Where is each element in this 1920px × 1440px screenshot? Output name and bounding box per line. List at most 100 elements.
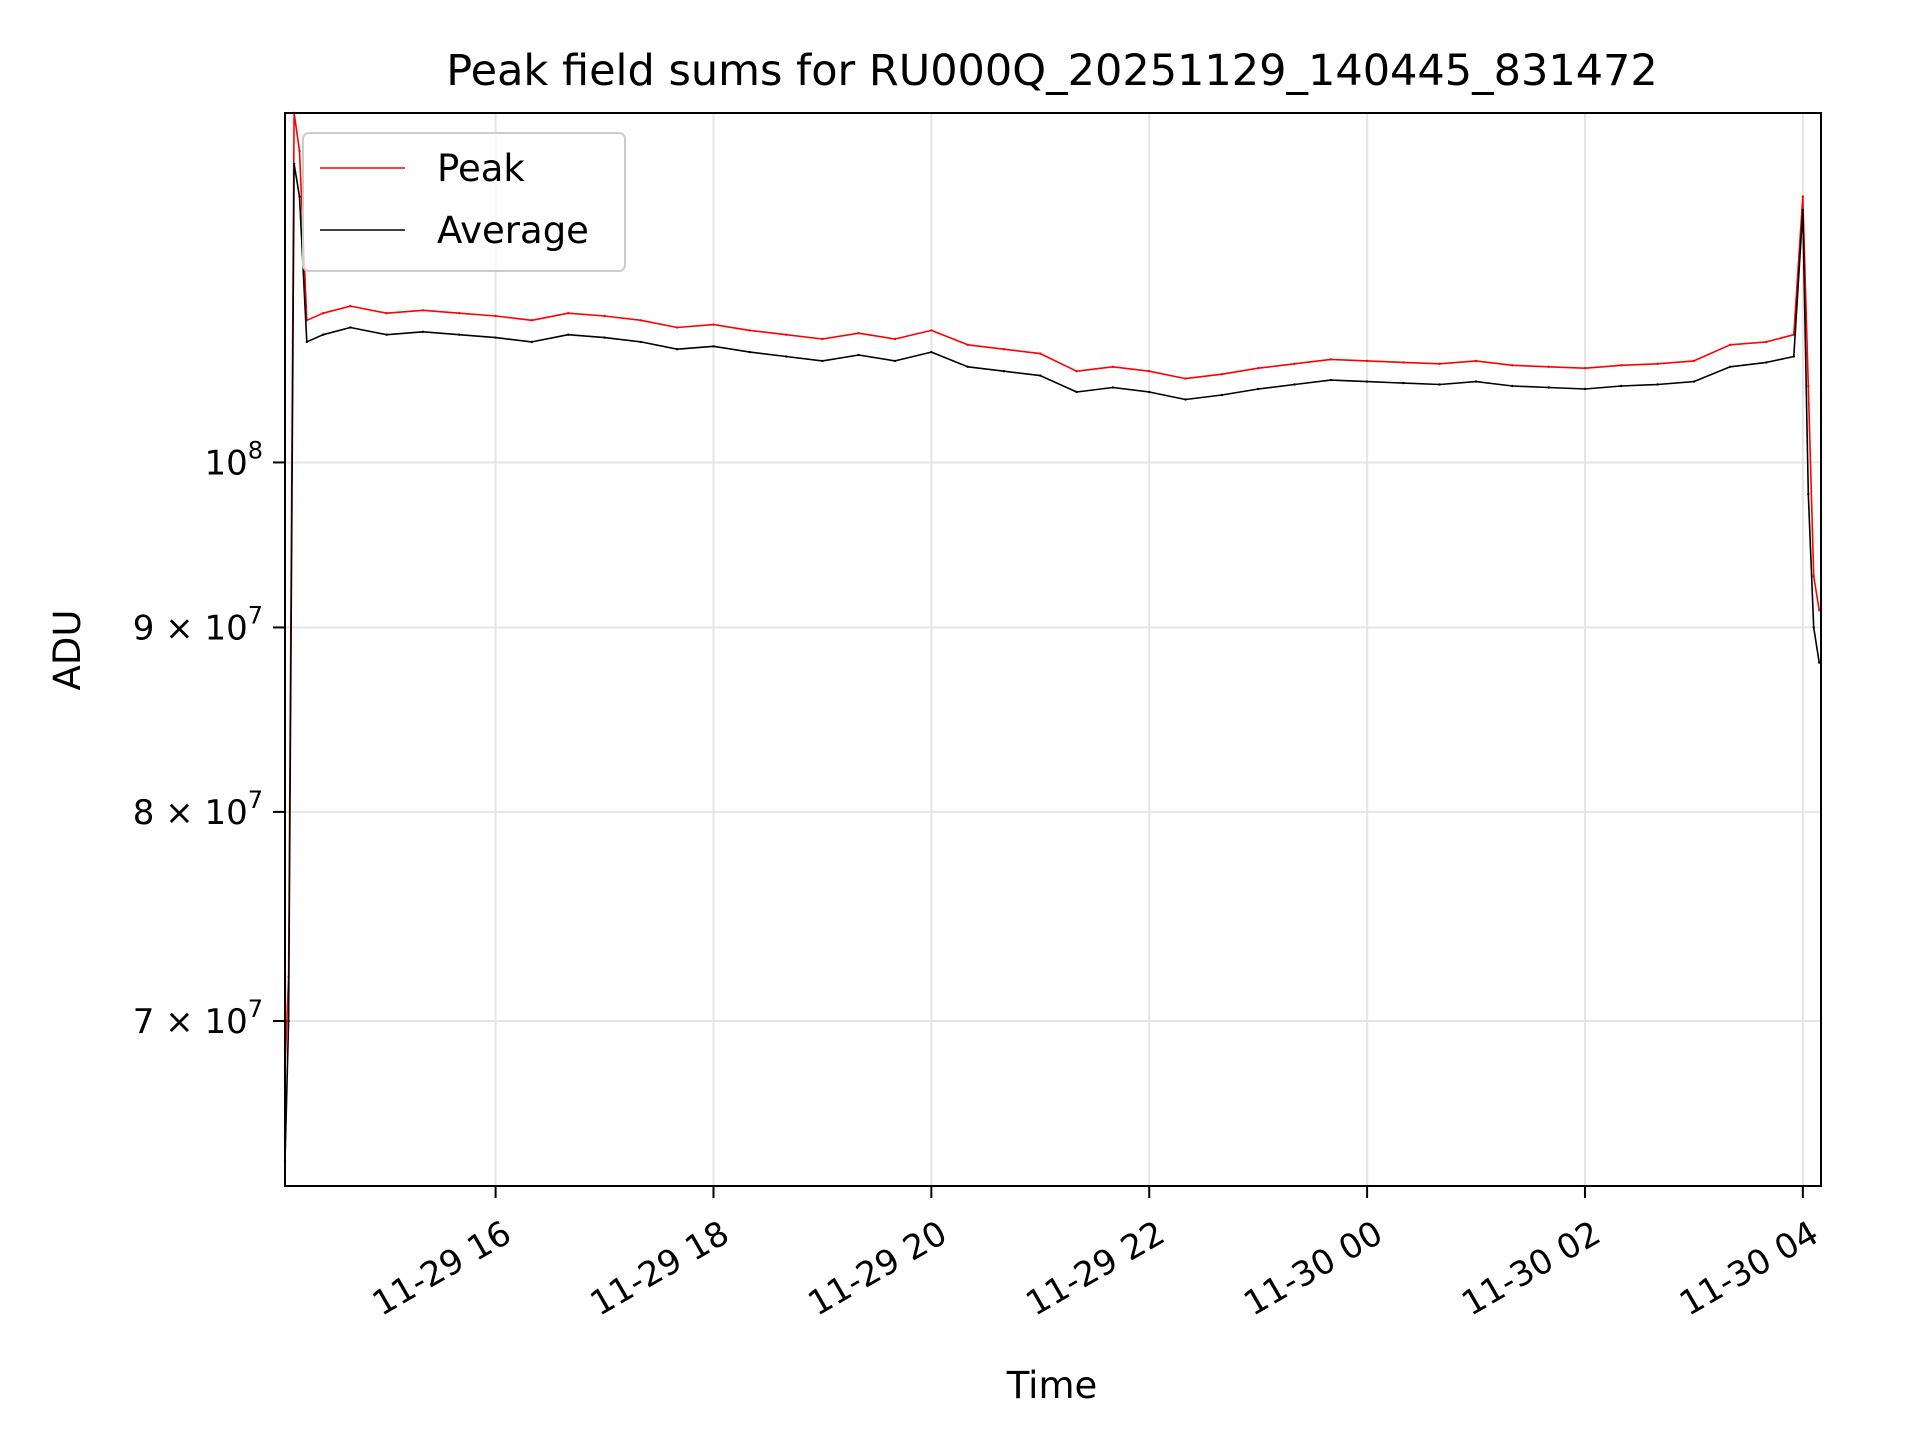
data-point-peak [748, 329, 751, 332]
series-layer [283, 111, 1821, 1163]
data-point-average [1365, 380, 1369, 383]
data-point-peak [1818, 608, 1821, 612]
data-point-peak [1692, 359, 1696, 363]
data-point-peak [1801, 195, 1805, 198]
data-point-peak [1547, 365, 1550, 368]
data-point-average [1220, 393, 1224, 397]
grid-lines [285, 113, 1821, 1186]
data-point-peak [1257, 367, 1260, 370]
data-point-average [494, 336, 497, 339]
data-point-peak [1402, 361, 1405, 364]
y-tick-label: 8 × 107 [133, 786, 263, 833]
data-point-average [1293, 383, 1296, 386]
data-point-peak [1812, 574, 1815, 578]
data-point-average [893, 359, 897, 363]
data-point-average [349, 326, 352, 329]
data-point-average [930, 350, 933, 354]
data-point-peak [1184, 377, 1187, 380]
data-point-average [305, 340, 308, 344]
data-point-average [1807, 492, 1810, 496]
data-point-average [1111, 386, 1115, 389]
data-point-average [966, 365, 969, 368]
plot-frame [284, 112, 1822, 1187]
data-point-average [530, 340, 534, 344]
data-point-peak [421, 309, 425, 312]
data-point-peak [639, 319, 643, 322]
chart-title: Peak field sums for RU000Q_20251129_1404… [446, 46, 1658, 96]
data-point-average [1656, 383, 1659, 386]
data-point-average [385, 333, 388, 336]
data-point-peak [893, 337, 897, 341]
data-point-average [1438, 383, 1441, 386]
y-axis-label: ADU [46, 610, 89, 691]
data-point-average [321, 333, 325, 336]
data-point-average [287, 1019, 290, 1023]
data-point-peak [321, 312, 325, 315]
data-point-peak [1220, 373, 1224, 376]
data-point-peak [458, 312, 461, 315]
data-point-peak [1148, 370, 1151, 373]
data-point-peak [494, 314, 497, 318]
data-point-average [1765, 361, 1768, 364]
legend-label-average: Average [437, 209, 589, 252]
data-point-peak [1365, 359, 1369, 363]
data-point-peak [603, 314, 606, 318]
data-point-average [1547, 386, 1550, 389]
y-axis: 108 9 × 107 8 × 107 7 × 107 [133, 436, 285, 1042]
data-point-average [1818, 661, 1821, 664]
data-point-peak [676, 326, 679, 329]
data-point-average [1692, 380, 1696, 383]
y-tick-label: 108 [204, 436, 263, 483]
data-point-average [1583, 387, 1587, 391]
data-point-peak [1002, 348, 1006, 351]
data-point-average [1792, 355, 1796, 358]
data-point-peak [1438, 362, 1441, 365]
data-point-peak [930, 329, 933, 332]
legend: Peak Average [302, 132, 626, 272]
data-point-average [1257, 387, 1260, 391]
data-point-average [1329, 378, 1333, 382]
data-point-peak [857, 332, 860, 335]
data-point-average [1812, 626, 1815, 629]
data-point-peak [1656, 362, 1659, 365]
data-point-average [821, 359, 824, 363]
data-point-average [1002, 370, 1006, 373]
data-point-peak [966, 343, 969, 346]
data-point-average [298, 195, 301, 198]
data-point-average [1474, 380, 1478, 383]
data-point-peak [821, 337, 824, 341]
data-point-average [1402, 381, 1405, 385]
data-point-average [1075, 390, 1078, 394]
data-point-peak [530, 319, 534, 322]
data-point-peak [1474, 359, 1478, 363]
data-point-peak [1620, 364, 1623, 367]
data-point-peak [1729, 343, 1732, 346]
data-point-average [458, 333, 461, 336]
data-point-peak [1583, 367, 1587, 370]
legend-label-peak: Peak [437, 147, 525, 190]
data-point-peak [385, 312, 388, 315]
data-point-average [676, 348, 679, 351]
data-point-average [1148, 390, 1151, 394]
data-point-average [567, 333, 570, 336]
data-point-peak [1511, 364, 1514, 367]
data-point-average [421, 330, 425, 333]
data-point-peak [1293, 362, 1296, 365]
data-point-peak [349, 304, 352, 308]
data-point-peak [1039, 352, 1042, 355]
data-point-average [1620, 384, 1623, 388]
data-point-peak [567, 312, 570, 315]
data-point-average [1511, 384, 1514, 388]
x-axis-label: Time [1006, 1364, 1098, 1407]
data-point-peak [1075, 370, 1078, 373]
data-point-peak [784, 333, 788, 336]
data-point-average [748, 350, 751, 354]
data-point-peak [298, 149, 301, 153]
data-point-average [1801, 208, 1805, 212]
data-point-average [784, 355, 788, 358]
data-point-average [603, 336, 606, 339]
data-point-average [639, 340, 643, 344]
data-point-peak [1765, 340, 1768, 344]
y-tick-label: 7 × 107 [133, 995, 263, 1042]
